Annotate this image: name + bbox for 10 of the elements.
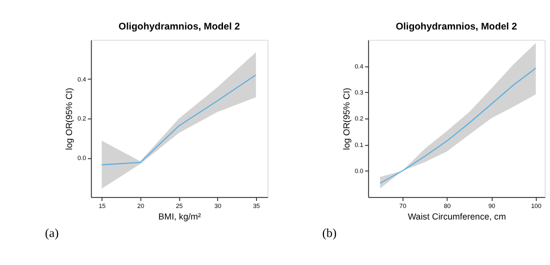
text: (b) [322,226,337,240]
x-axis-title: Waist Circumference, cm [408,212,506,222]
text: (a) [45,226,59,240]
x-axis-title: BMI, kg/m² [158,212,202,222]
line-series [101,74,256,166]
chart-title: Oligohydramnios, Model 2 [118,21,240,32]
chart-title: Oligohydramnios, Model 2 [396,21,518,32]
y-axis-title: log OR(95% CI) [64,88,74,150]
y-axis-title: log OR(95% CI) [341,88,352,150]
line-series [380,68,536,184]
